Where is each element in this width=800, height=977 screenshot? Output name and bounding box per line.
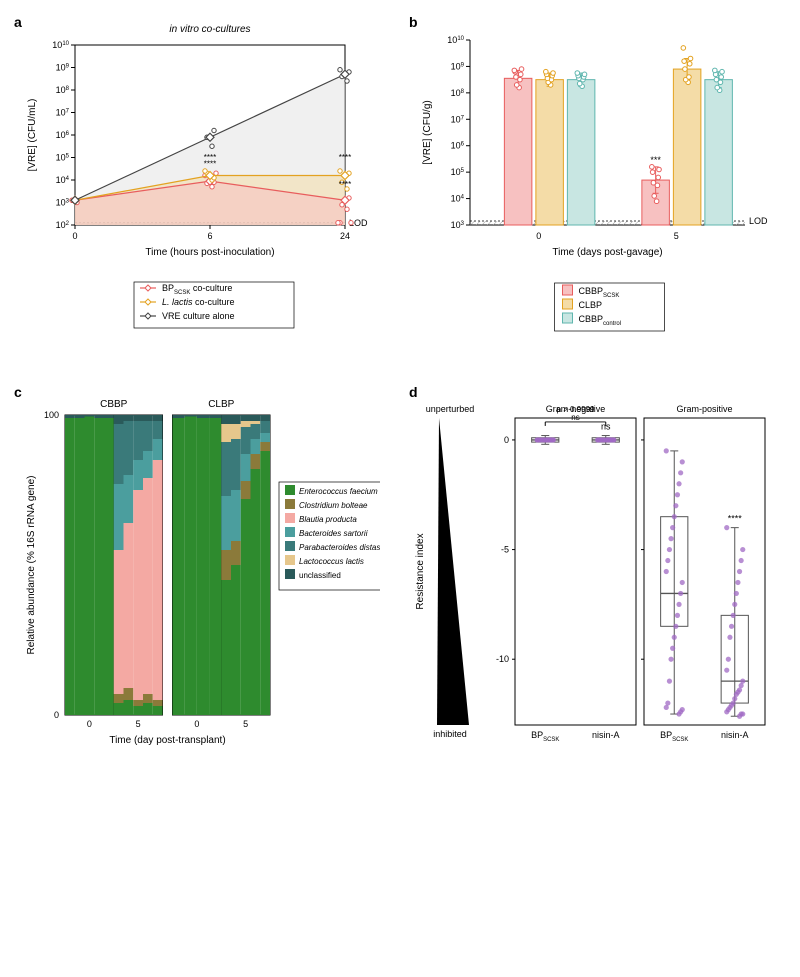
svg-text:Time (day post-transplant): Time (day post-transplant) bbox=[109, 735, 225, 746]
svg-text:Time (hours post-inoculation): Time (hours post-inoculation) bbox=[145, 247, 274, 258]
chart-b: LOD 103 104 105 106 107 108 109 1010 *** 0 5 [VRE] (… bbox=[415, 20, 775, 370]
svg-text:1010: 1010 bbox=[52, 40, 69, 50]
svg-text:0: 0 bbox=[72, 231, 77, 241]
svg-text:105: 105 bbox=[451, 167, 465, 177]
svg-text:Lactococcus lactis: Lactococcus lactis bbox=[299, 557, 364, 566]
svg-text:0: 0 bbox=[504, 435, 509, 445]
svg-text:5: 5 bbox=[243, 719, 248, 729]
svg-text:Blautia producta: Blautia producta bbox=[299, 515, 357, 524]
svg-text:6: 6 bbox=[207, 231, 212, 241]
svg-text:108: 108 bbox=[451, 88, 465, 98]
svg-text:Relative abundance (% 16S rRNA: Relative abundance (% 16S rRNA gene) bbox=[26, 476, 37, 655]
svg-text:ns: ns bbox=[571, 413, 579, 422]
svg-text:CBBPcontrol: CBBPcontrol bbox=[579, 314, 622, 327]
svg-text:104: 104 bbox=[56, 175, 70, 185]
svg-text:106: 106 bbox=[56, 130, 70, 140]
svg-text:1010: 1010 bbox=[447, 35, 464, 45]
svg-text:CBBPSCSK: CBBPSCSK bbox=[579, 286, 620, 299]
panel-b: b LOD1031041051061071081091010***05[VRE]… bbox=[415, 20, 780, 370]
svg-text:5: 5 bbox=[674, 231, 679, 241]
svg-text:-10: -10 bbox=[496, 654, 509, 664]
panel-d-label: d bbox=[409, 384, 418, 400]
svg-text:L. lactis co-culture: L. lactis co-culture bbox=[162, 297, 235, 307]
svg-text:Clostridium bolteae: Clostridium bolteae bbox=[299, 501, 368, 510]
svg-text:CLBP: CLBP bbox=[579, 300, 603, 310]
svg-text:****: **** bbox=[204, 160, 216, 169]
svg-text:104: 104 bbox=[451, 194, 465, 204]
svg-text:Resistance index: Resistance index bbox=[415, 533, 426, 609]
svg-text:in vitro co-cultures: in vitro co-cultures bbox=[169, 24, 250, 35]
svg-text:0: 0 bbox=[87, 719, 92, 729]
svg-text:108: 108 bbox=[56, 85, 70, 95]
svg-text:0: 0 bbox=[54, 710, 59, 720]
panel-d: d unperturbedinhibitedResistance indexGr… bbox=[415, 390, 780, 840]
svg-text:inhibited: inhibited bbox=[433, 729, 467, 739]
svg-text:24: 24 bbox=[340, 231, 350, 241]
svg-text:105: 105 bbox=[56, 153, 70, 163]
chart-c: CBBP05CLBP050100Relative abundance (% 16… bbox=[20, 390, 380, 840]
panel-a-label: a bbox=[14, 14, 22, 30]
chart-d: unperturbed inhibited Resistance index Gram… bbox=[415, 390, 775, 810]
panel-b-label: b bbox=[409, 14, 418, 30]
svg-text:109: 109 bbox=[451, 61, 465, 71]
svg-text:****: **** bbox=[339, 180, 351, 189]
svg-text:103: 103 bbox=[451, 220, 465, 230]
svg-text:nisin-A: nisin-A bbox=[721, 730, 749, 740]
svg-text:VRE culture alone: VRE culture alone bbox=[162, 311, 235, 321]
figure-grid: a in vitro co-culturesLOD102103104105106… bbox=[20, 20, 780, 840]
svg-text:unperturbed: unperturbed bbox=[426, 404, 475, 414]
svg-text:Gram-positive: Gram-positive bbox=[676, 404, 732, 414]
svg-text:CBBP: CBBP bbox=[100, 399, 128, 410]
svg-text:nisin-A: nisin-A bbox=[592, 730, 620, 740]
svg-text:100: 100 bbox=[44, 410, 59, 420]
svg-text:106: 106 bbox=[451, 141, 465, 151]
svg-text:****: **** bbox=[339, 153, 351, 162]
svg-text:LOD: LOD bbox=[749, 216, 768, 226]
svg-text:Bacteroides sartorii: Bacteroides sartorii bbox=[299, 529, 368, 538]
panel-a: a in vitro co-culturesLOD102103104105106… bbox=[20, 20, 385, 370]
svg-text:0: 0 bbox=[536, 231, 541, 241]
svg-text:BPSCSK: BPSCSK bbox=[660, 730, 688, 743]
svg-text:103: 103 bbox=[56, 198, 70, 208]
svg-text:5: 5 bbox=[136, 719, 141, 729]
panel-c: c CBBP05CLBP050100Relative abundance (% … bbox=[20, 390, 385, 840]
svg-text:Time (days post-gavage): Time (days post-gavage) bbox=[552, 247, 662, 258]
svg-text:Enterococcus faecium: Enterococcus faecium bbox=[299, 487, 378, 496]
svg-text:0: 0 bbox=[194, 719, 199, 729]
svg-text:BPSCSK: BPSCSK bbox=[531, 730, 559, 743]
svg-text:102: 102 bbox=[56, 220, 70, 230]
svg-text:BPSCSK co-culture: BPSCSK co-culture bbox=[162, 283, 232, 296]
svg-text:CLBP: CLBP bbox=[208, 399, 234, 410]
svg-text:[VRE] (CFU/mL): [VRE] (CFU/mL) bbox=[27, 99, 38, 172]
svg-text:Parabacteroides distasonis: Parabacteroides distasonis bbox=[299, 543, 380, 552]
svg-text:****: **** bbox=[728, 514, 743, 524]
panel-c-label: c bbox=[14, 384, 22, 400]
svg-text:[VRE] (CFU/g): [VRE] (CFU/g) bbox=[422, 100, 433, 164]
svg-text:-5: -5 bbox=[501, 545, 509, 555]
svg-text:109: 109 bbox=[56, 63, 70, 73]
svg-text:***: *** bbox=[650, 155, 661, 165]
svg-text:unclassified: unclassified bbox=[299, 571, 341, 580]
svg-text:107: 107 bbox=[451, 114, 465, 124]
chart-a: in vitro co-culturesLOD10210310410510610… bbox=[20, 20, 380, 370]
svg-text:107: 107 bbox=[56, 108, 70, 118]
